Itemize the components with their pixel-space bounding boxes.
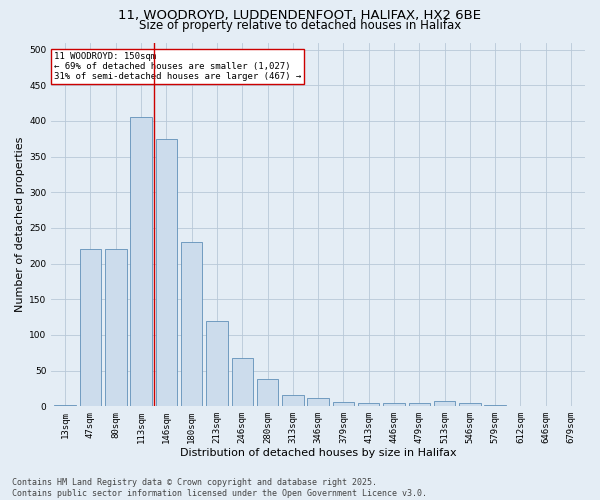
Bar [383,402,405,406]
Bar [459,402,481,406]
X-axis label: Distribution of detached houses by size in Halifax: Distribution of detached houses by size … [180,448,457,458]
Bar [206,320,228,406]
Text: Contains HM Land Registry data © Crown copyright and database right 2025.
Contai: Contains HM Land Registry data © Crown c… [12,478,427,498]
Bar [358,404,379,406]
Bar [80,250,101,406]
Bar [155,139,177,406]
Bar [105,250,127,406]
Bar [434,401,455,406]
Bar [484,405,506,406]
Bar [232,358,253,406]
Text: Size of property relative to detached houses in Halifax: Size of property relative to detached ho… [139,19,461,32]
Text: 11, WOODROYD, LUDDENDENFOOT, HALIFAX, HX2 6BE: 11, WOODROYD, LUDDENDENFOOT, HALIFAX, HX… [119,9,482,22]
Bar [181,242,202,406]
Bar [307,398,329,406]
Y-axis label: Number of detached properties: Number of detached properties [15,136,25,312]
Bar [257,379,278,406]
Bar [332,402,354,406]
Bar [282,395,304,406]
Bar [409,402,430,406]
Text: 11 WOODROYD: 150sqm
← 69% of detached houses are smaller (1,027)
31% of semi-det: 11 WOODROYD: 150sqm ← 69% of detached ho… [54,52,301,82]
Bar [130,118,152,406]
Bar [55,405,76,406]
